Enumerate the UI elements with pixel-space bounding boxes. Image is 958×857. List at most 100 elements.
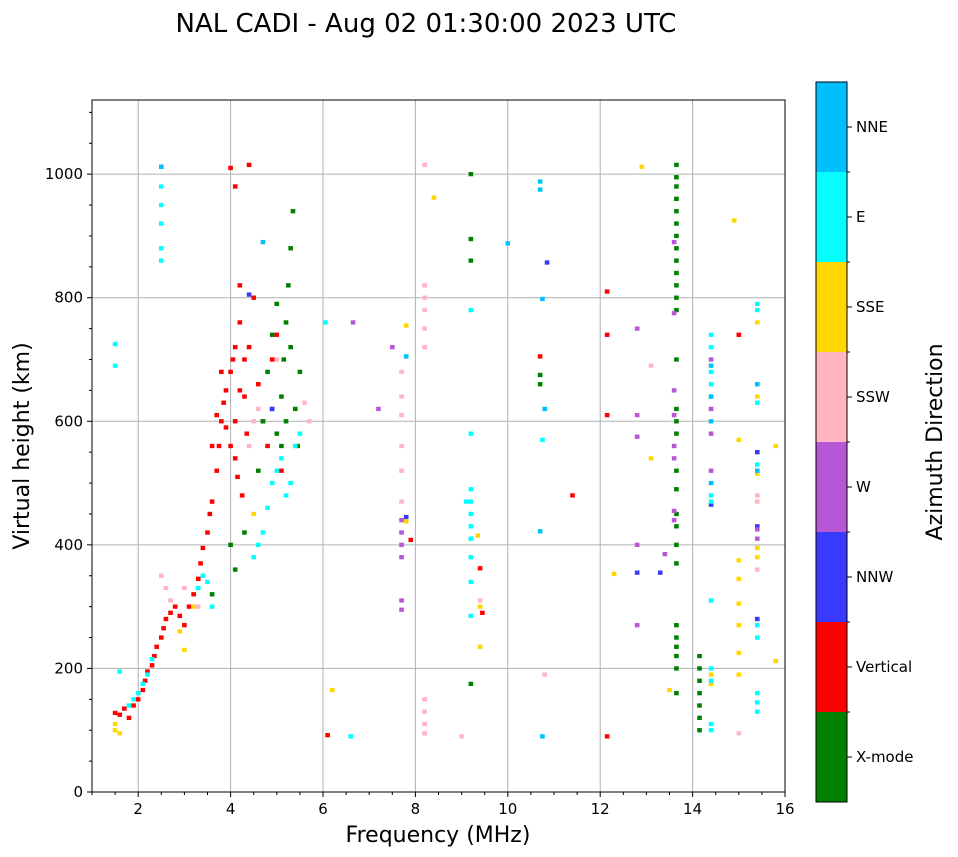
data-point (172, 604, 178, 609)
data-point (228, 369, 233, 375)
data-point (542, 406, 548, 412)
data-point (477, 644, 483, 649)
data-point (708, 363, 714, 368)
data-point (708, 678, 714, 683)
data-point (674, 184, 679, 189)
data-point (177, 629, 183, 634)
colorbar-segment (816, 262, 847, 352)
data-point (674, 644, 679, 649)
data-point (468, 579, 474, 585)
x-tick-label: 12 (591, 800, 610, 818)
data-point (145, 669, 150, 674)
colorbar-segment (816, 622, 847, 712)
data-point (168, 610, 173, 615)
data-point (195, 576, 201, 582)
data-point (671, 412, 677, 418)
colorbar-label: W (856, 478, 871, 496)
data-point (671, 239, 677, 245)
data-point (708, 672, 714, 677)
data-point (117, 731, 123, 736)
data-point (754, 567, 760, 572)
data-point (468, 681, 474, 687)
data-point (140, 687, 146, 693)
data-point (126, 715, 132, 721)
data-point (674, 283, 679, 288)
data-point (265, 443, 270, 449)
data-point (399, 542, 404, 548)
data-point (736, 437, 742, 442)
data-point (389, 344, 395, 350)
x-tick-label: 16 (775, 800, 794, 818)
data-point (297, 431, 303, 436)
colorbar-title: Azimuth Direction (923, 343, 948, 540)
data-point (671, 517, 677, 523)
data-point (537, 529, 543, 534)
data-point (403, 519, 409, 524)
data-point (232, 567, 238, 572)
data-point (674, 511, 679, 517)
data-point (221, 400, 226, 405)
data-point (269, 332, 275, 337)
data-point (542, 672, 548, 677)
data-point (697, 715, 702, 721)
series-ssw (158, 162, 760, 739)
data-point (399, 555, 404, 560)
data-point (232, 456, 238, 461)
data-point (639, 164, 645, 169)
data-point (191, 604, 196, 609)
data-point (232, 419, 238, 424)
data-point (112, 710, 118, 716)
series-vertical (112, 162, 742, 739)
data-point (182, 647, 187, 653)
data-point (399, 443, 404, 449)
data-point (674, 542, 679, 548)
data-point (674, 406, 679, 412)
data-point (754, 623, 760, 628)
data-point (158, 635, 164, 640)
data-point (459, 734, 464, 739)
data-point (292, 406, 298, 412)
data-point (754, 471, 760, 476)
data-point (283, 493, 289, 498)
data-point (182, 585, 187, 591)
data-point (244, 431, 250, 436)
data-point (274, 468, 280, 473)
data-point (269, 406, 275, 412)
data-point (251, 295, 257, 300)
data-point (570, 493, 575, 498)
data-point (537, 372, 543, 378)
colorbar-label: SSW (856, 388, 890, 406)
data-point (422, 162, 427, 168)
data-point (408, 537, 414, 543)
data-point (260, 239, 266, 245)
data-point (754, 394, 760, 399)
data-point (158, 184, 164, 189)
colorbar-segment (816, 532, 847, 622)
data-point (540, 437, 545, 442)
data-point (403, 514, 409, 520)
data-point (135, 697, 141, 702)
x-tick-label: 6 (318, 800, 328, 818)
data-point (292, 443, 298, 449)
colorbar-label: NNE (856, 118, 888, 136)
data-point (117, 712, 123, 717)
data-point (403, 354, 409, 359)
data-point (674, 635, 679, 640)
data-point (198, 561, 203, 566)
data-point (274, 332, 280, 337)
data-point (235, 474, 240, 480)
series-nnw (246, 260, 760, 622)
data-point (671, 508, 677, 514)
data-point (674, 419, 679, 424)
data-point (219, 419, 224, 424)
data-point (126, 703, 132, 708)
data-point (256, 468, 261, 473)
data-point (422, 307, 427, 313)
data-point (158, 221, 164, 226)
data-point (674, 162, 679, 168)
data-point (216, 443, 222, 449)
data-point (260, 419, 266, 424)
data-point (242, 530, 247, 535)
data-point (168, 598, 173, 603)
